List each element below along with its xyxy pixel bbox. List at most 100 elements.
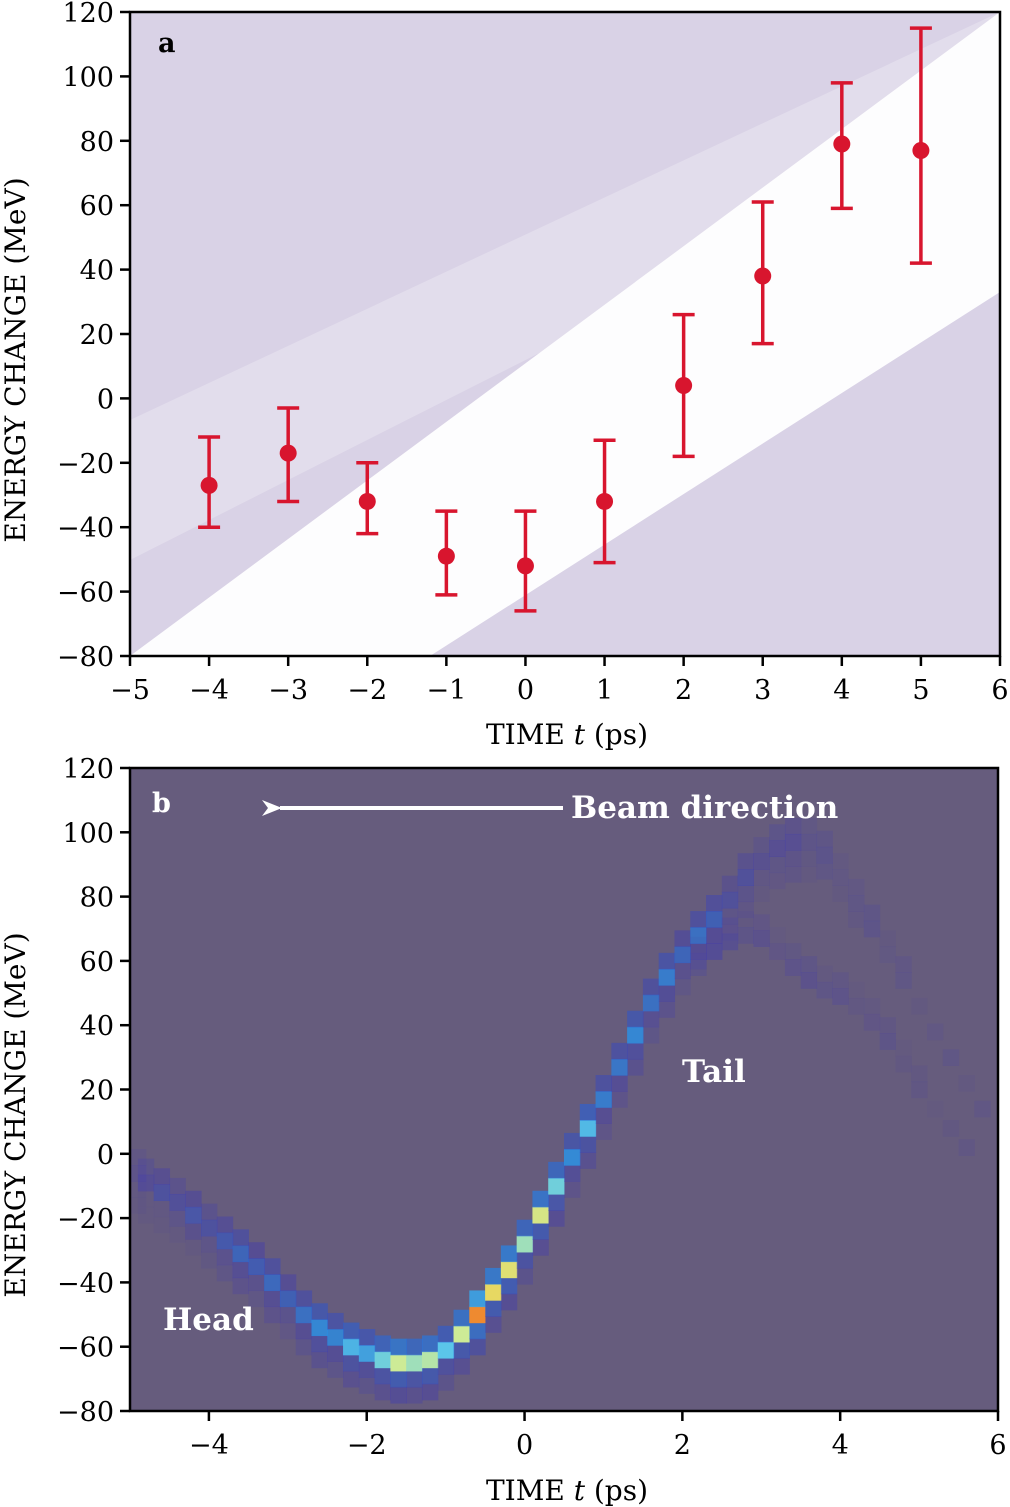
tail-label: Tail <box>682 1054 746 1090</box>
data-point-with-error-bar <box>277 406 300 504</box>
heatmap-cell <box>769 840 786 858</box>
data-point <box>279 444 297 462</box>
heatmap-cell <box>421 1351 439 1369</box>
heatmap-cell <box>153 1200 171 1218</box>
heatmap-cell <box>690 943 707 960</box>
heatmap-cell <box>848 981 865 999</box>
data-point-with-error-bar <box>435 509 458 597</box>
heatmap-cell <box>674 946 691 964</box>
heatmap-cell <box>832 853 849 870</box>
heatmap-cell <box>800 866 818 883</box>
heatmap-cell <box>595 1091 612 1108</box>
heatmap-cell <box>532 1190 549 1208</box>
heatmap-cell <box>532 1206 549 1224</box>
heatmap-cell <box>627 1010 644 1028</box>
heatmap-cell <box>848 878 865 896</box>
heatmap-cell <box>343 1338 360 1356</box>
x-tick-label: 2 <box>674 1430 691 1461</box>
heatmap-cell <box>832 885 849 903</box>
heatmap-cell <box>343 1370 360 1388</box>
heatmap-cell <box>469 1290 486 1308</box>
y-tick-label: 0 <box>97 1140 114 1171</box>
heatmap-cell <box>295 1306 313 1324</box>
plot-a-soft-band <box>130 12 1000 560</box>
heatmap-cell <box>564 1181 581 1198</box>
heatmap-cell <box>595 1075 612 1092</box>
heatmap-cell <box>406 1370 423 1388</box>
heatmap-cell <box>548 1161 565 1179</box>
heatmap-cell <box>974 1100 991 1118</box>
y-tick-label: −60 <box>57 1333 114 1364</box>
heatmap-cell <box>958 1075 975 1092</box>
y-tick-label: 120 <box>62 0 114 29</box>
data-point <box>516 557 534 575</box>
panel-a: −5 −4 −3 −2 −1 0 1 2 3 4 5 6 −80 −60 −40 −20 0 20 40 60 80 1… <box>0 0 1009 751</box>
x-tick-label: −4 <box>189 675 229 706</box>
heatmap-cell <box>130 1181 147 1198</box>
heatmap-cell <box>926 1100 944 1118</box>
x-tick-label: −1 <box>426 675 466 706</box>
plot-b-xlabel: TIME t (ps) <box>486 1474 648 1507</box>
heatmap-cell <box>737 885 754 903</box>
heatmap-cell <box>595 1107 612 1124</box>
heatmap-cell <box>800 849 818 867</box>
y-tick-label: 100 <box>62 62 114 93</box>
x-tick-label: 0 <box>516 1430 533 1461</box>
heatmap-cell <box>784 849 802 867</box>
y-tick-label: −60 <box>57 578 114 609</box>
heatmap-cell <box>879 1017 897 1034</box>
heatmap-cell <box>579 1103 597 1121</box>
heatmap-cell <box>658 968 676 986</box>
x-tick-label: 1 <box>596 675 613 706</box>
heatmap-cell <box>421 1335 439 1353</box>
y-tick-label: −20 <box>57 1204 114 1235</box>
heatmap-cell <box>564 1132 581 1150</box>
x-tick-label: −5 <box>110 675 150 706</box>
heatmap-cell <box>548 1210 565 1227</box>
heatmap-cell <box>737 927 754 944</box>
data-point-with-error-bar <box>830 81 853 211</box>
heatmap-cell <box>800 956 818 973</box>
heatmap-cell <box>706 943 723 960</box>
heatmap-cell <box>832 988 849 1005</box>
heatmap-cell <box>406 1386 423 1404</box>
x-tick-label: −3 <box>268 675 308 706</box>
heatmap-cell <box>532 1222 549 1240</box>
heatmap-cell <box>769 856 786 874</box>
plot-a-xlabel: TIME t (ps) <box>486 718 648 751</box>
heatmap-cell <box>500 1277 518 1295</box>
heatmap-cell <box>264 1274 281 1292</box>
data-point-with-error-bar <box>909 26 932 265</box>
heatmap-cell <box>311 1303 328 1320</box>
data-point <box>200 476 218 494</box>
heatmap-cell <box>674 978 691 996</box>
heatmap-cell <box>863 997 881 1015</box>
heatmap-cell <box>863 920 881 938</box>
heatmap-cell <box>279 1322 297 1340</box>
heatmap-cell <box>642 1010 660 1028</box>
heatmap-cell <box>216 1216 234 1234</box>
heatmap-cell <box>674 930 691 948</box>
heatmap-cell <box>500 1293 518 1311</box>
heatmap-cell <box>658 1001 676 1018</box>
plot-a-white-wedge <box>130 12 1000 656</box>
heatmap-cell <box>153 1168 171 1185</box>
heatmap-cell <box>721 923 739 941</box>
heatmap-cell <box>201 1219 218 1237</box>
heatmap-cell <box>358 1329 376 1346</box>
heatmap-cell <box>564 1148 581 1166</box>
heatmap-cell <box>390 1354 407 1372</box>
heatmap-cell <box>232 1277 249 1295</box>
plot-a-y-ticks: −80 −60 −40 −20 0 20 40 60 80 100 120 <box>57 0 130 673</box>
heatmap-cell <box>784 943 802 960</box>
heatmap-cell <box>453 1325 470 1343</box>
heatmap-cell <box>437 1325 455 1343</box>
heatmap-cell <box>390 1338 407 1356</box>
heatmap-cell <box>642 978 660 996</box>
heatmap-cell <box>816 965 833 983</box>
heatmap-cell <box>327 1361 344 1378</box>
heatmap-cell <box>721 933 739 951</box>
data-point-with-error-bar <box>593 438 616 565</box>
y-tick-label: −40 <box>57 513 114 544</box>
heatmap-cell <box>737 853 754 870</box>
